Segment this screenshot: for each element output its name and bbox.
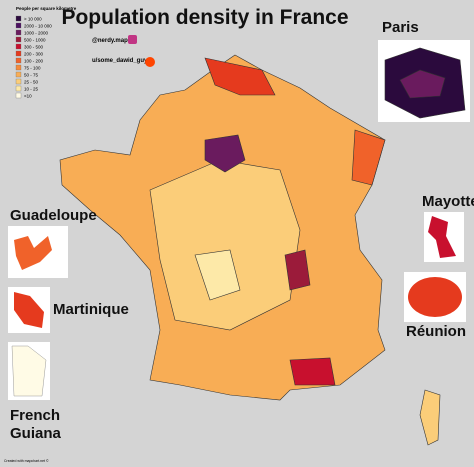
central-departments	[149, 159, 301, 331]
legend-swatch	[15, 71, 22, 78]
reunion	[408, 277, 462, 317]
legend-swatch	[15, 22, 22, 29]
reunion-label: Réunion	[406, 323, 466, 340]
paris-region	[204, 134, 246, 173]
legend-label: 1000 - 2000	[24, 30, 49, 35]
legend-label: 2000 - 10 000	[24, 23, 52, 28]
legend-label: 25 - 50	[24, 79, 39, 84]
instagram-icon	[128, 35, 137, 44]
mayotte-label: Mayotte	[422, 193, 474, 210]
legend-swatch	[15, 29, 22, 36]
guiana	[11, 345, 47, 397]
legend-label: 300 - 500	[24, 44, 44, 49]
guiana-label-2: Guiana	[10, 425, 62, 442]
legend-title: People per square kilometre	[16, 6, 77, 11]
mayotte	[428, 216, 456, 258]
corsica	[419, 389, 441, 446]
legend-swatch	[15, 15, 22, 22]
paris-label: Paris	[382, 19, 419, 36]
paris-city	[399, 69, 446, 99]
legend-label: 75 - 100	[24, 65, 41, 70]
legend-swatch	[15, 64, 22, 71]
reddit-icon	[145, 57, 155, 67]
legend-swatch	[15, 50, 22, 57]
legend-label: <10	[24, 93, 32, 98]
legend-label: 100 - 200	[24, 58, 44, 63]
guiana-label-1: French	[10, 407, 60, 424]
legend-label: 500 - 1000	[24, 37, 46, 42]
legend-swatch	[15, 92, 22, 99]
martinique	[14, 292, 44, 328]
legend-swatch	[15, 57, 22, 64]
guadeloupe-label: Guadeloupe	[10, 207, 97, 224]
legend-swatch	[15, 43, 22, 50]
legend-label: > 10 000	[24, 16, 42, 21]
legend-label: 50 - 75	[24, 72, 39, 77]
footer: Created with mapchart.net ©	[4, 459, 49, 463]
reddit-handle: u/some_dawid_guy	[92, 58, 148, 64]
lyon	[284, 249, 311, 291]
instagram-handle: @nerdy.maps	[92, 38, 132, 44]
martinique-label: Martinique	[53, 301, 129, 318]
legend-swatch	[15, 85, 22, 92]
low-density-area	[194, 249, 241, 301]
legend-swatch	[15, 78, 22, 85]
alsace	[351, 129, 386, 186]
legend-label: 10 - 25	[24, 86, 39, 91]
legend: > 10 000 2000 - 10 000 1000 - 2000 500 - 10…	[15, 15, 52, 99]
north-departments	[204, 57, 276, 96]
guadeloupe	[14, 236, 52, 270]
legend-swatch	[15, 36, 22, 43]
title: Population density in France	[61, 6, 348, 29]
legend-label: 200 - 300	[24, 51, 44, 56]
marseille	[289, 357, 336, 386]
